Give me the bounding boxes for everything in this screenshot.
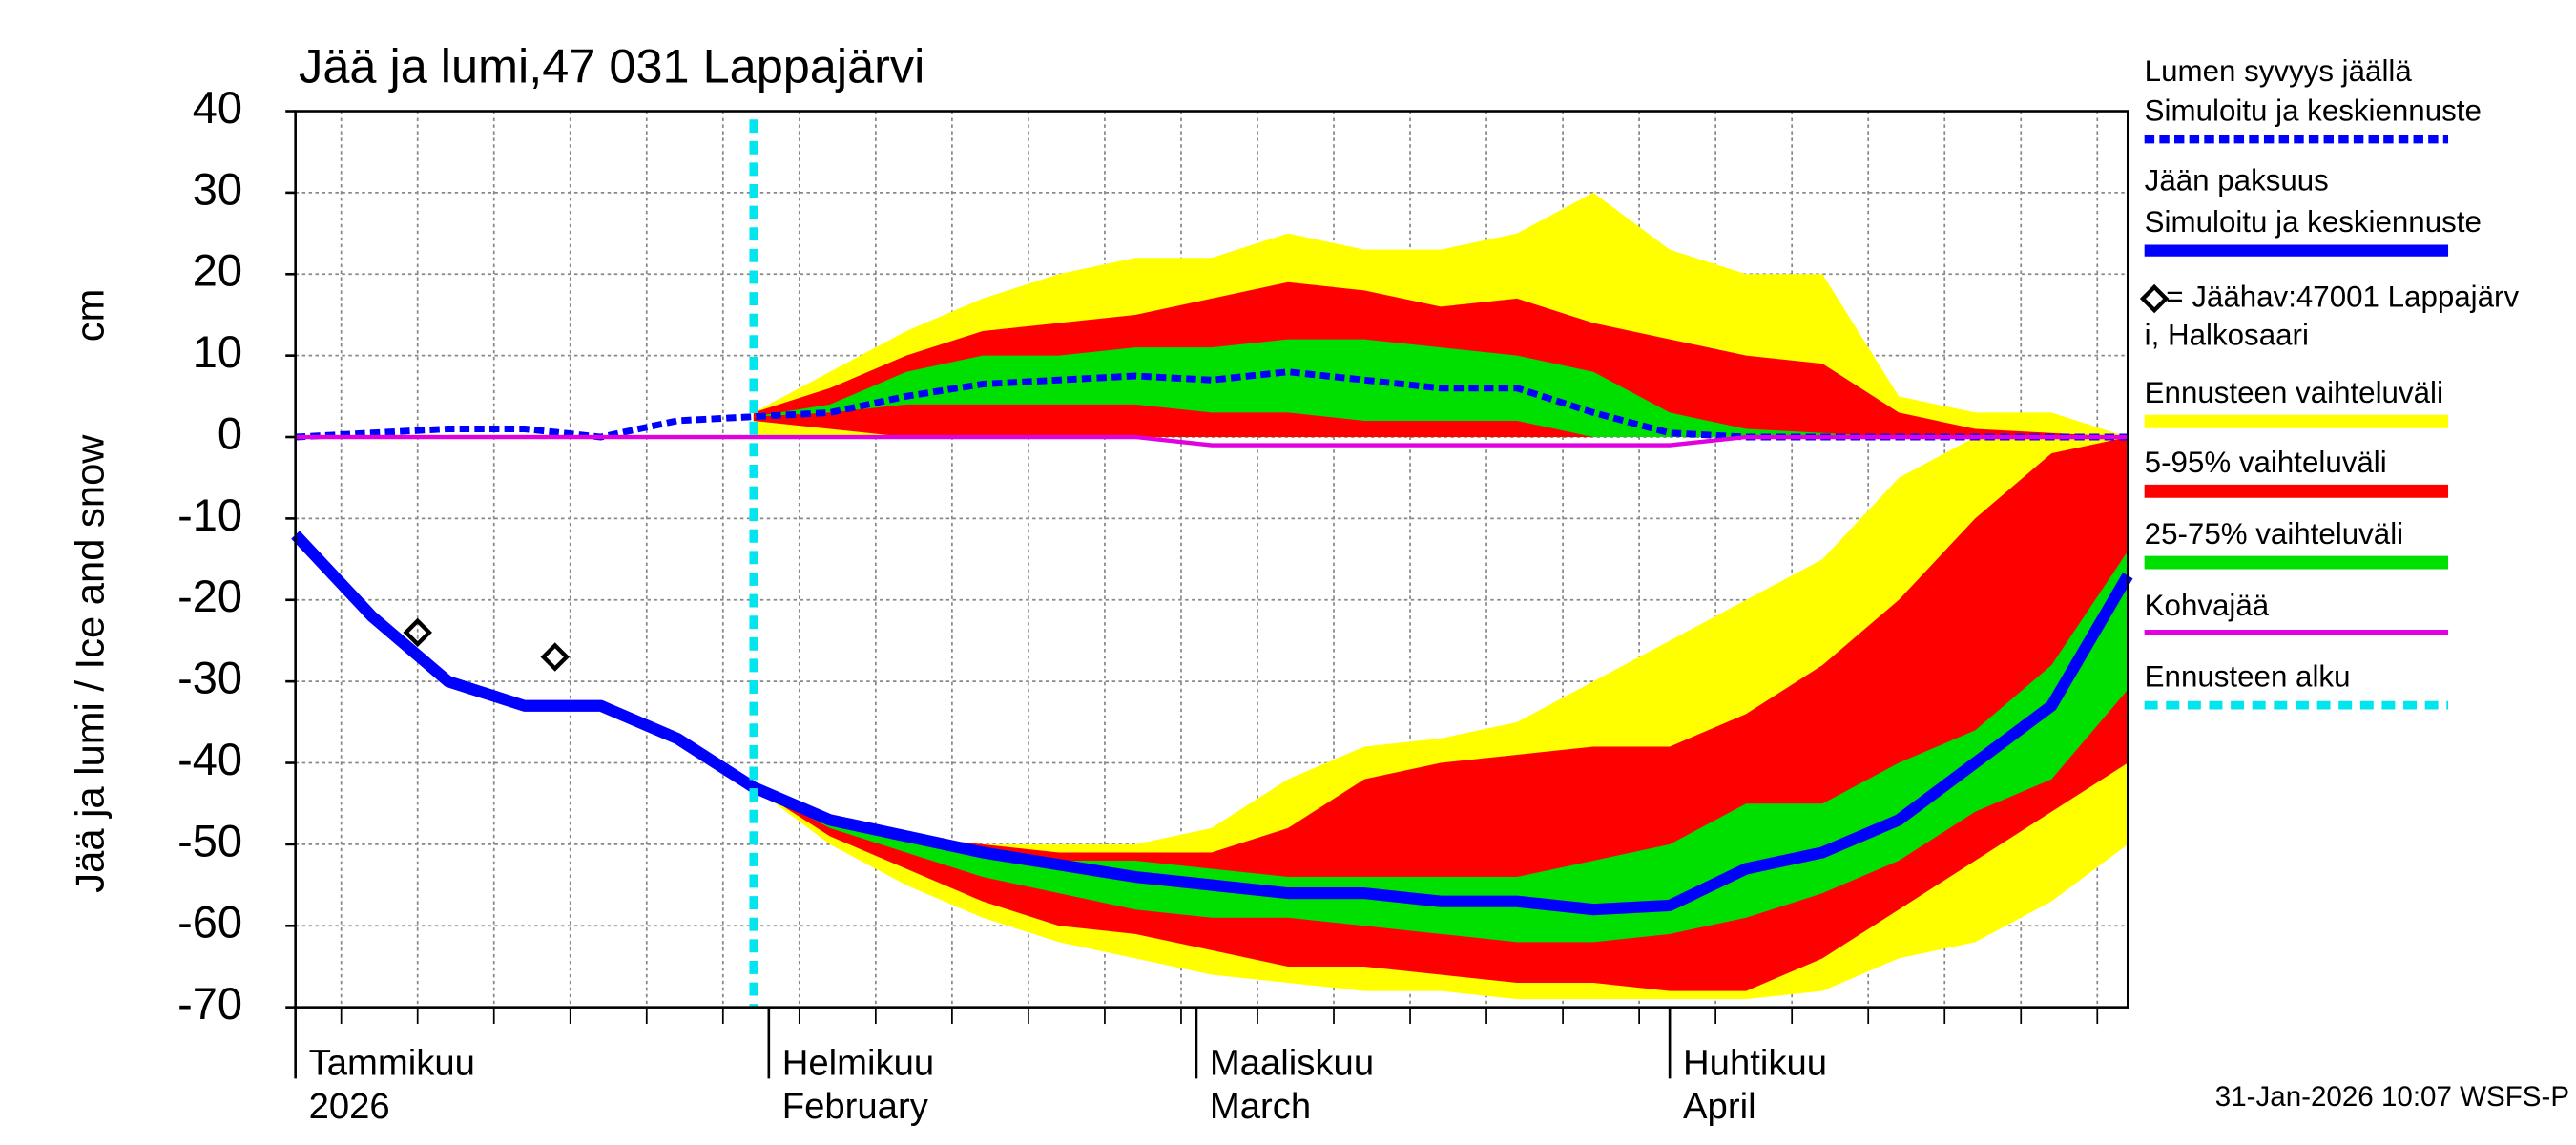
y-tick-label: 20 — [193, 245, 242, 296]
plot-frame — [294, 110, 2129, 1009]
x-tick-label: Huhtikuu — [1683, 1043, 1827, 1084]
y-tick-label: -70 — [177, 978, 242, 1029]
y-tick-label: 30 — [193, 163, 242, 214]
y-tick-label: 40 — [193, 82, 242, 133]
legend-label: Simuloitu ja keskiennuste — [2145, 205, 2482, 239]
y-tick-label: -50 — [177, 815, 242, 865]
legend-label: = Jäähav:47001 Lappajärv — [2166, 280, 2519, 313]
x-tick-label: Helmikuu — [782, 1043, 934, 1084]
y-axis-label: Jää ja lumi / Ice and snow — [67, 434, 112, 893]
y-tick-label: -30 — [177, 653, 242, 703]
observation-marker — [540, 642, 571, 672]
y-tick-label: -40 — [177, 734, 242, 784]
legend-label: Lumen syvyys jäällä — [2145, 54, 2413, 88]
legend-label: i, Halkosaari — [2145, 318, 2309, 351]
ice-band — [753, 551, 2129, 943]
series-line — [295, 434, 2129, 448]
footer: 31-Jan-2026 10:07 WSFS-P — [2215, 1081, 2569, 1113]
y-tick-label: 0 — [218, 407, 242, 458]
x-tick-sublabel: 2026 — [309, 1086, 390, 1127]
x-tick-sublabel: April — [1683, 1086, 1756, 1127]
series-line — [291, 531, 2133, 916]
chart-title: Jää ja lumi,47 031 Lappajärvi — [299, 38, 924, 93]
x-tick-label: Tammikuu — [309, 1043, 475, 1084]
legend-label: 5-95% vaihteluväli — [2145, 446, 2387, 479]
y-tick-label: -60 — [177, 897, 242, 947]
x-tick-label: Maaliskuu — [1210, 1043, 1374, 1084]
legend-label: Ennusteen alku — [2145, 660, 2351, 694]
legend-label: Kohvajää — [2145, 589, 2270, 622]
legend-label: Jään paksuus — [2145, 164, 2329, 198]
x-tick-sublabel: March — [1210, 1086, 1311, 1127]
y-axis-unit: cm — [67, 289, 112, 343]
legend-swatch — [2139, 283, 2170, 314]
legend-label: 25-75% vaihteluväli — [2145, 517, 2403, 551]
x-tick-sublabel: February — [782, 1086, 929, 1127]
y-tick-label: -10 — [177, 489, 242, 540]
y-tick-label: 10 — [193, 326, 242, 377]
legend-label: Simuloitu ja keskiennuste — [2145, 94, 2482, 128]
legend-label: Ennusteen vaihteluväli — [2145, 376, 2443, 409]
observation-marker — [403, 617, 432, 648]
y-tick-label: -20 — [177, 571, 242, 621]
